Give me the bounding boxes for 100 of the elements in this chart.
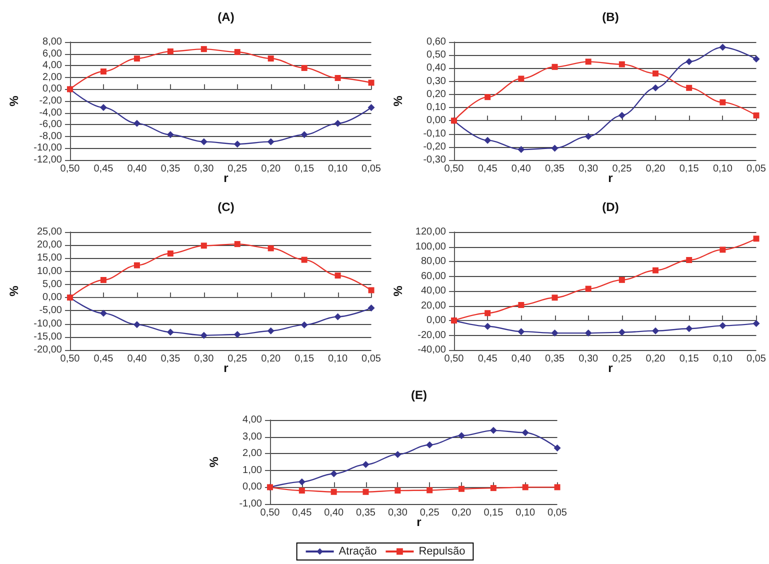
y-axis-title: % — [7, 95, 21, 106]
x-tick-label: 0,20 — [261, 354, 282, 364]
point — [133, 120, 140, 127]
point — [522, 429, 529, 436]
point — [652, 267, 659, 274]
x-tick-label: 0,05 — [362, 164, 382, 174]
point — [585, 58, 592, 65]
x-tick-label: 0,40 — [511, 354, 532, 364]
y-tick-label: -0,20 — [423, 141, 446, 152]
point — [234, 241, 240, 248]
x-tick-label: 0,45 — [478, 354, 498, 364]
x-tick-label: 0,30 — [388, 508, 408, 518]
y-tick-label: -0,10 — [423, 128, 446, 140]
x-tick-label: 0,35 — [545, 354, 565, 364]
point — [334, 272, 341, 279]
point — [200, 46, 207, 52]
y-tick-label: 0,00 — [242, 482, 262, 493]
y-axis-title: % — [391, 285, 405, 296]
point — [554, 444, 561, 452]
point — [234, 49, 240, 56]
point — [518, 76, 524, 82]
point — [551, 144, 558, 152]
point — [484, 322, 492, 330]
point — [394, 450, 402, 458]
point — [720, 99, 726, 106]
y-tick-label: 20,00 — [36, 240, 62, 251]
point — [753, 236, 760, 242]
y-tick-label: 2,00 — [242, 448, 262, 460]
point — [394, 488, 401, 494]
legend-label: Atração — [338, 546, 377, 558]
x-tick-label: 0,25 — [228, 354, 248, 364]
point — [167, 250, 174, 256]
x-tick-label: 0,50 — [444, 354, 464, 364]
point — [484, 310, 491, 316]
y-tick-label: 2,00 — [42, 72, 62, 83]
y-tick-label: -40,00 — [418, 344, 446, 356]
x-tick-label: 0,35 — [160, 354, 181, 364]
point — [133, 321, 140, 328]
point — [134, 262, 140, 268]
x-tick-label: 0,25 — [228, 164, 248, 174]
point — [300, 321, 308, 328]
x-tick-label: 0,30 — [194, 164, 214, 174]
x-tick-label: 0,05 — [746, 354, 766, 364]
point — [267, 327, 274, 334]
x-tick-label: 0,20 — [261, 164, 282, 174]
y-tick-label: 6,00 — [42, 48, 62, 60]
point — [719, 44, 726, 51]
x-tick-label: 0,25 — [612, 354, 632, 364]
x-tick-label: 0,40 — [324, 508, 344, 518]
point — [686, 257, 692, 264]
point — [686, 325, 693, 332]
x-axis-title: r — [608, 361, 614, 375]
point — [166, 328, 174, 336]
y-tick-label: 80,00 — [420, 256, 446, 267]
y-tick-label: 20,00 — [420, 300, 446, 312]
x-tick-label: 0,10 — [328, 354, 348, 364]
y-tick-label: 3,00 — [242, 431, 262, 442]
point — [200, 242, 207, 249]
y-tick-label: -8,00 — [39, 130, 62, 142]
x-tick-label: 0,50 — [60, 164, 80, 174]
point — [426, 441, 434, 448]
y-tick-label: 8,00 — [42, 36, 62, 48]
x-tick-label: 0,20 — [452, 508, 472, 518]
chart-title: (D) — [602, 200, 619, 214]
point — [100, 104, 107, 111]
x-tick-label: 0,50 — [444, 164, 464, 174]
point — [362, 488, 369, 495]
point — [618, 328, 626, 336]
x-tick-label: 0,40 — [127, 164, 148, 174]
x-tick-label: 0,05 — [746, 164, 766, 174]
y-tick-label: 0,60 — [426, 36, 446, 48]
x-axis-title: r — [608, 171, 614, 185]
x-tick-label: 0,35 — [545, 164, 565, 174]
point — [522, 484, 528, 490]
point — [719, 322, 726, 330]
point — [720, 246, 726, 253]
point — [100, 68, 106, 74]
point — [298, 488, 305, 494]
x-tick-label: 0,30 — [194, 354, 214, 364]
x-tick-label: 0,05 — [362, 354, 382, 364]
y-axis-title: % — [391, 95, 405, 106]
x-tick-label: 0,10 — [516, 508, 536, 518]
point — [552, 64, 558, 70]
y-tick-label: -12,00 — [34, 154, 62, 166]
point — [618, 61, 625, 68]
y-tick-label: 1,00 — [242, 464, 262, 476]
y-axis-title: % — [7, 285, 21, 296]
point — [551, 330, 558, 337]
x-tick-label: 0,15 — [679, 354, 700, 364]
x-tick-label: 0,15 — [679, 164, 700, 174]
y-tick-label: -0,30 — [423, 154, 446, 166]
x-axis-title: r — [224, 361, 229, 375]
point — [484, 94, 491, 100]
point — [518, 146, 525, 154]
y-tick-label: -10,00 — [34, 142, 62, 154]
point — [166, 131, 174, 138]
point — [100, 310, 107, 317]
point — [458, 486, 465, 492]
x-tick-label: 0,15 — [294, 164, 314, 174]
x-tick-label: 0,50 — [260, 508, 280, 518]
